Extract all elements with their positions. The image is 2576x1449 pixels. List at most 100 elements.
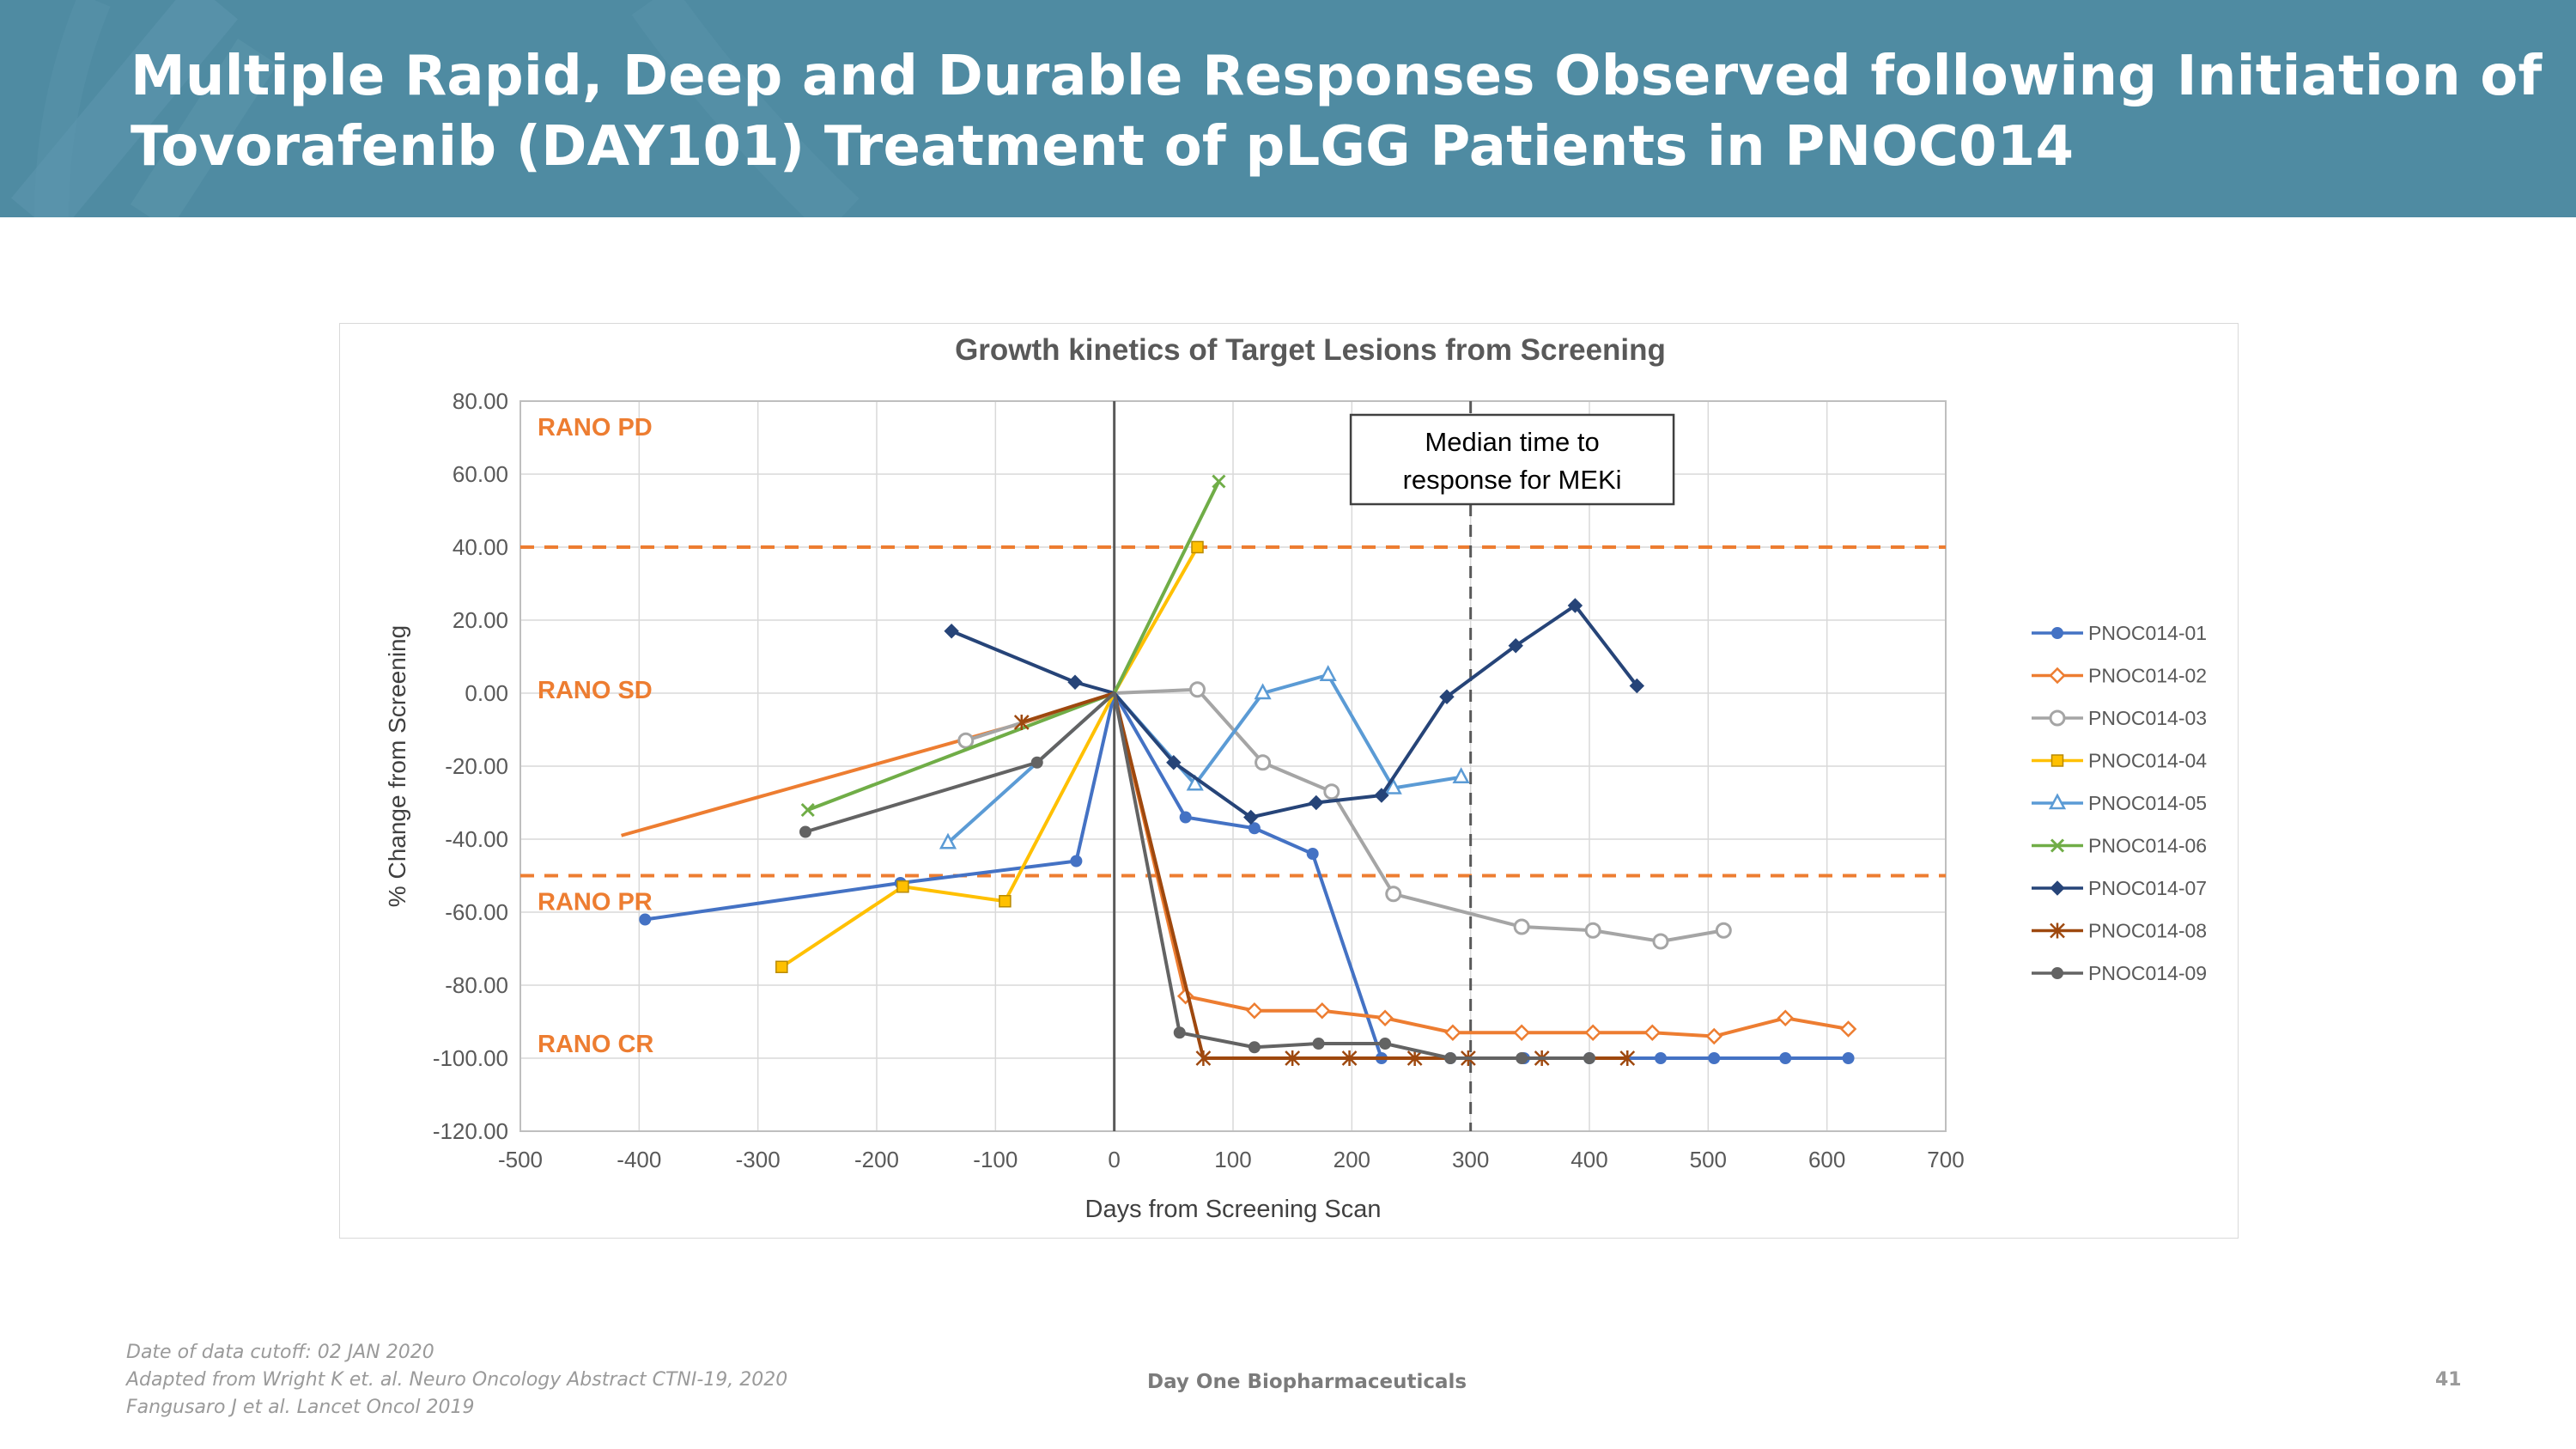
rano-zone-label: RANO CR xyxy=(538,1031,653,1058)
legend-label: PNOC014-03 xyxy=(2088,707,2207,729)
series-line xyxy=(965,687,1724,943)
banner-decoration xyxy=(11,0,860,217)
data-point xyxy=(1444,1024,1461,1042)
data-point xyxy=(1323,783,1340,801)
data-point xyxy=(1584,922,1601,939)
y-tick-label: 0.00 xyxy=(465,680,508,706)
data-point xyxy=(1385,886,1402,903)
data-point xyxy=(1212,474,1226,489)
data-point xyxy=(1191,540,1204,554)
data-point xyxy=(1452,767,1470,783)
legend-marker xyxy=(2050,838,2065,853)
series-pnoc014-04 xyxy=(775,540,1204,973)
footer-note-cutoff: Date of data cutoff: 02 JAN 2020 xyxy=(126,1342,434,1363)
data-point xyxy=(1248,822,1261,835)
legend-marker xyxy=(2050,880,2065,896)
series-pnoc014-09 xyxy=(799,691,1595,1064)
series-pnoc014-02 xyxy=(621,691,1857,1045)
x-tick-label: 600 xyxy=(1808,1147,1845,1172)
data-point xyxy=(1584,1024,1601,1042)
legend-label: PNOC014-01 xyxy=(2088,622,2207,644)
y-tick-label: -40.00 xyxy=(445,826,508,852)
legend-item-pnoc014-05: PNOC014-05 xyxy=(2032,792,2207,814)
data-point xyxy=(1508,638,1523,654)
data-point xyxy=(1319,665,1337,681)
data-point xyxy=(1779,1052,1792,1064)
y-tick-label: -120.00 xyxy=(433,1118,508,1144)
series-line xyxy=(805,691,1589,1060)
legend-marker xyxy=(2050,922,2065,939)
x-tick-label: 100 xyxy=(1214,1147,1251,1172)
series-line xyxy=(946,673,1461,844)
data-point xyxy=(1173,1026,1186,1039)
rano-zone-label: RANO PR xyxy=(538,888,653,916)
legend-marker xyxy=(2048,793,2067,810)
meki-annotation-line-1: Median time to xyxy=(1425,427,1599,457)
data-point xyxy=(1186,774,1204,791)
data-point xyxy=(1243,809,1259,825)
y-axis-label: % Change from Screening xyxy=(384,625,410,907)
data-point xyxy=(1842,1052,1855,1064)
legend-marker xyxy=(2049,709,2066,727)
legend-item-pnoc014-09: PNOC014-09 xyxy=(2032,962,2207,984)
data-point xyxy=(896,880,909,893)
data-point xyxy=(1376,1009,1394,1027)
data-point xyxy=(1246,1002,1263,1020)
series-line xyxy=(807,480,1221,812)
data-point xyxy=(1070,855,1083,868)
x-axis-label: Days from Screening Scan xyxy=(1085,1196,1382,1223)
data-point xyxy=(1341,1050,1358,1066)
legend-label: PNOC014-05 xyxy=(2088,792,2207,814)
data-point xyxy=(1285,1050,1301,1066)
legend-label: PNOC014-04 xyxy=(2088,750,2207,772)
legend-marker xyxy=(2049,667,2066,685)
footer-notes: Date of data cutoff: 02 JAN 2020 Adapted… xyxy=(126,1339,787,1422)
chart-title: Growth kinetics of Target Lesions from S… xyxy=(955,333,1666,367)
x-tick-label: 200 xyxy=(1334,1147,1370,1172)
legend-item-pnoc014-06: PNOC014-06 xyxy=(2032,835,2207,857)
data-point xyxy=(1312,1038,1325,1050)
y-tick-label: -100.00 xyxy=(433,1045,508,1071)
legend-item-pnoc014-02: PNOC014-02 xyxy=(2032,665,2207,687)
footer-note-reference: Fangusaro J et al. Lancet Oncol 2019 xyxy=(126,1397,475,1418)
legend-marker xyxy=(2050,754,2064,767)
legend-item-pnoc014-07: PNOC014-07 xyxy=(2032,877,2207,899)
x-tick-label: -500 xyxy=(498,1147,543,1172)
data-point xyxy=(957,732,975,749)
legend-item-pnoc014-03: PNOC014-03 xyxy=(2032,707,2207,729)
data-point xyxy=(1715,922,1732,939)
data-point xyxy=(800,802,815,818)
data-point xyxy=(1444,1052,1457,1064)
data-point xyxy=(799,825,811,838)
data-point xyxy=(1655,1052,1667,1064)
series-pnoc014-07 xyxy=(944,598,1645,825)
data-point xyxy=(1652,933,1669,950)
data-point xyxy=(1013,715,1030,730)
data-point xyxy=(1439,689,1455,704)
data-point xyxy=(1619,1050,1636,1066)
data-point xyxy=(1379,1038,1392,1050)
data-point xyxy=(1777,1009,1795,1027)
legend-item-pnoc014-01: PNOC014-01 xyxy=(2032,622,2207,644)
data-point xyxy=(1179,811,1192,824)
y-tick-label: 80.00 xyxy=(453,388,508,414)
y-tick-label: 20.00 xyxy=(453,607,508,633)
data-point xyxy=(1067,674,1083,690)
data-point xyxy=(1708,1052,1721,1064)
data-point xyxy=(1255,754,1272,771)
chart-container: -500 -400 -300 -200 -100 0 100 200 300 400 500 600 7… xyxy=(339,323,2239,1239)
x-tick-label: 0 xyxy=(1108,1147,1120,1172)
data-point xyxy=(1030,756,1043,769)
page-number: 41 xyxy=(2435,1369,2462,1391)
legend-label: PNOC014-02 xyxy=(2088,665,2207,687)
plot-area-border xyxy=(519,400,1947,1132)
rano-zone-label: RANO PD xyxy=(538,414,653,441)
growth-kinetics-chart: -500 -400 -300 -200 -100 0 100 200 300 400 500 600 7… xyxy=(384,333,2207,1223)
series-pnoc014-03 xyxy=(957,681,1732,950)
meki-annotation-line-2: response for MEKi xyxy=(1403,465,1622,495)
legend-label: PNOC014-06 xyxy=(2088,835,2207,857)
legend-label: PNOC014-08 xyxy=(2088,920,2207,942)
y-tick-label: -60.00 xyxy=(445,899,508,925)
data-point xyxy=(1705,1027,1723,1045)
data-point xyxy=(1513,918,1530,935)
